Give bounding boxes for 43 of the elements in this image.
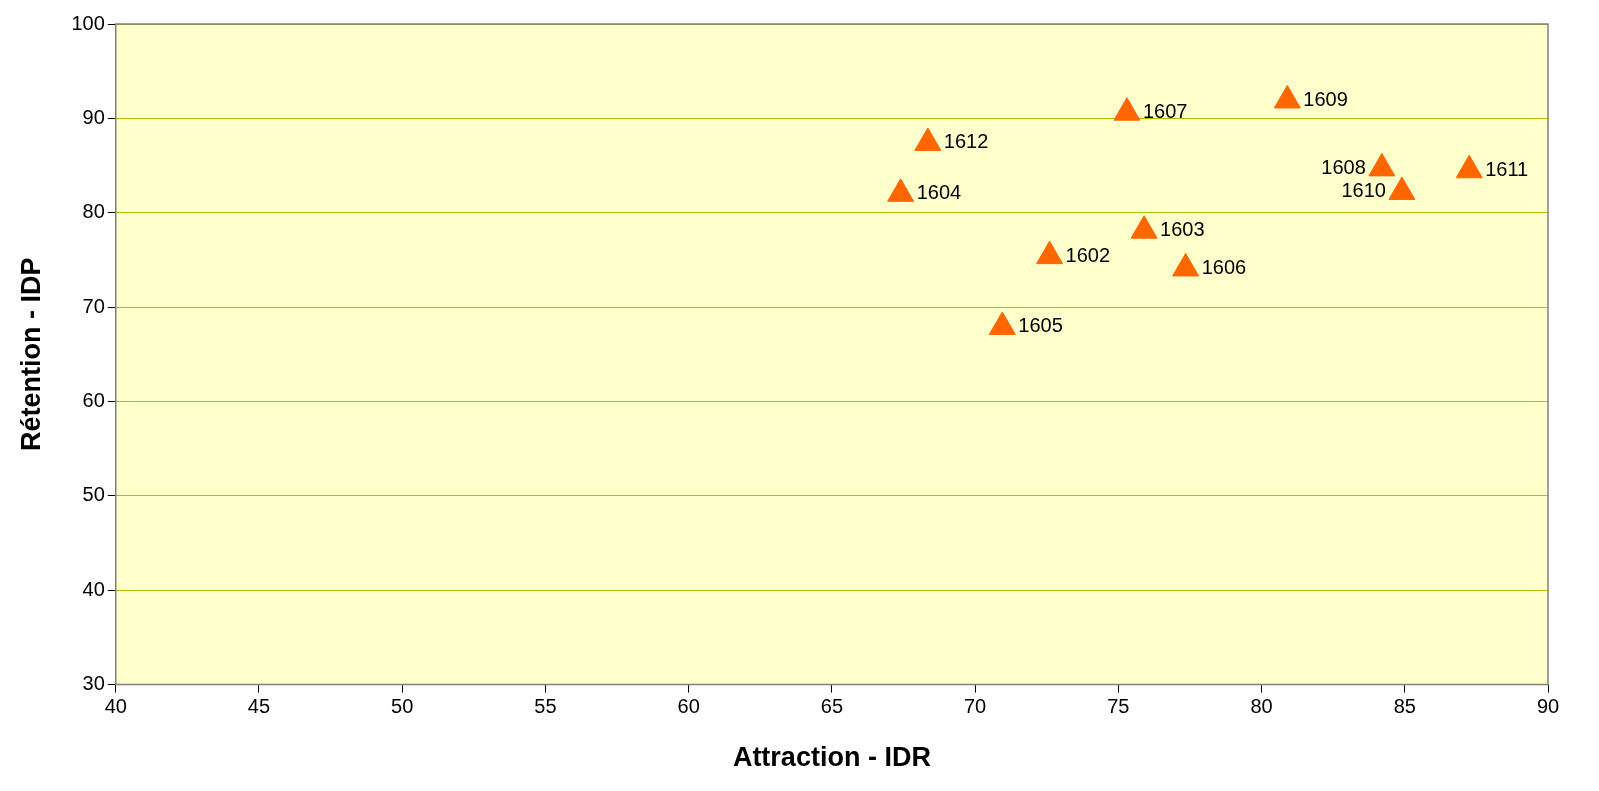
annotation: 1611 [1485,157,1529,180]
y-axis-title: Rétention - IDP [15,257,46,452]
x-tick-label: 70 [963,695,987,718]
annotation: 1607 [1142,100,1188,123]
point [1273,84,1301,109]
y-tick-label: 40 [82,577,105,600]
point [887,178,915,202]
point [988,311,1016,335]
annotation: 1605 [1018,314,1063,337]
annotation: 1609 [1303,87,1348,110]
x-tick-label: 65 [820,695,844,718]
point [1130,215,1158,239]
annotation: 1608 [1321,155,1366,178]
x-axis-title: Attraction - IDR [732,742,931,773]
annotation: 1610 [1341,179,1386,202]
annotation: 1612 [943,130,989,153]
y-tick-label: 30 [82,672,105,695]
x-tick-label: 85 [1393,695,1416,718]
y-tick-label: 50 [82,483,105,506]
x-tick-label: 55 [534,695,557,718]
annotation: 1606 [1201,255,1247,278]
y-tick-label: 70 [82,294,105,317]
x-tick-label: 80 [1250,695,1273,718]
y-tick-label: 60 [82,389,105,411]
annotation: 1603 [1160,218,1205,241]
point [1368,152,1396,177]
x-tick-label: 60 [677,695,700,718]
x-tick-label: 75 [1107,695,1130,718]
point [1388,176,1416,200]
point [1455,154,1483,179]
x-tick-label: 50 [391,695,414,718]
x-tick-label: 40 [104,695,127,718]
x-tick-label: 45 [247,695,271,718]
point [1172,252,1200,277]
point [1113,97,1141,121]
point [914,127,942,151]
y-tick-label: 100 [71,11,105,34]
annotation: 1602 [1065,243,1111,266]
annotation: 1604 [916,181,962,204]
point [1036,240,1064,265]
y-tick-label: 90 [82,105,105,128]
y-tick-label: 80 [82,200,105,223]
x-tick-label: 90 [1536,695,1560,718]
